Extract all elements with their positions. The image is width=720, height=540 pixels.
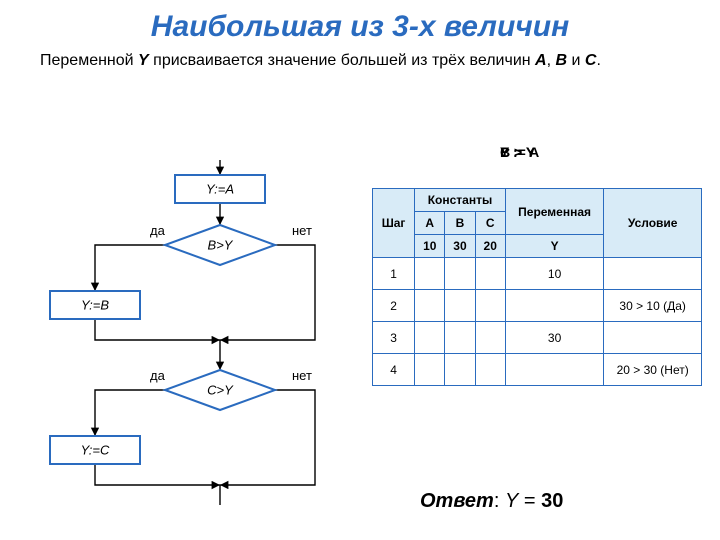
svg-text:Y:=A: Y:=A xyxy=(206,181,234,196)
flowchart: Y:=A B>Y Y:=B C>Y Y:=C xyxy=(20,155,350,515)
answer: Ответ: Y = 30 xyxy=(420,490,563,513)
label-d2-yes: да xyxy=(150,368,165,383)
svg-text:C>Y: C>Y xyxy=(207,382,234,397)
svg-text:B>Y: B>Y xyxy=(208,237,234,252)
intro-text: Переменной Y присваивается значение боль… xyxy=(0,44,720,70)
answer-label: Ответ xyxy=(420,490,494,512)
label-d1-yes: да xyxy=(150,223,165,238)
answer-value: 30 xyxy=(541,490,563,512)
answer-var: Y xyxy=(505,490,518,512)
label-d1-no: нет xyxy=(292,223,312,238)
svg-text:Y:=B: Y:=B xyxy=(81,297,109,312)
label-d2-no: нет xyxy=(292,368,312,383)
svg-text:Y:=C: Y:=C xyxy=(81,442,110,457)
page-title: Наибольшая из 3-х величин xyxy=(0,0,720,44)
trace-table: ШагКонстантыПеременнаяУсловиеABC103020Y1… xyxy=(372,188,702,386)
